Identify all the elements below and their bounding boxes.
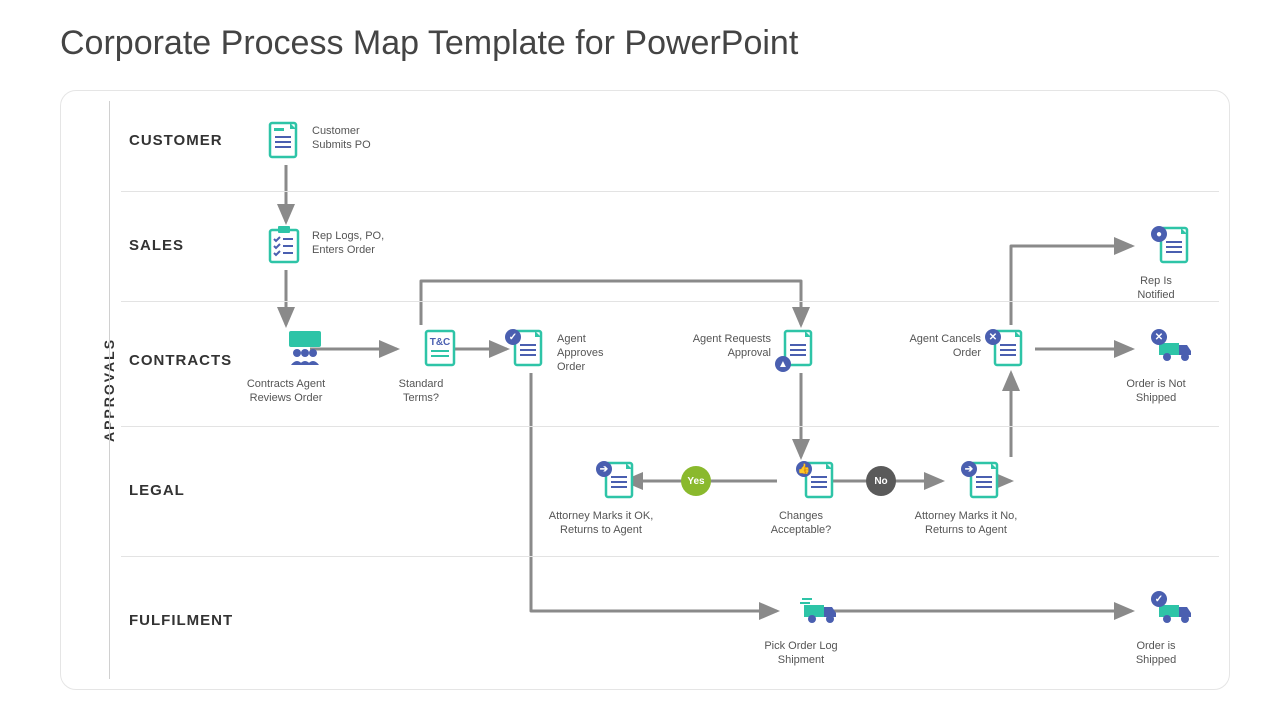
lane-separator [121,191,1219,192]
node-customer_po: CustomerSubmits PO [264,119,304,166]
node-agent_approves: ✓AgentApprovesOrder [509,327,549,374]
svg-text:T&C: T&C [430,337,451,348]
lane-label-fulfilment: FULFILMENT [129,612,233,629]
node-label: Agent RequestsApproval [671,333,771,361]
node-label: Attorney Marks it No,Returns to Agent [906,510,1026,538]
node-rep_logs: Rep Logs, PO,Enters Order [264,224,304,271]
node-attorney_ok: ➔Attorney Marks it OK,Returns to Agent [579,459,661,538]
truck_x-icon: ✕ [1155,327,1195,374]
lane-label-legal: LEGAL [129,482,185,499]
lane-label-contracts: CONTRACTS [129,352,232,369]
node-contracts_review: Contracts AgentReviews Order [264,327,346,406]
node-agent_requests: ▲Agent RequestsApproval [779,327,819,374]
mini-badge: ➔ [596,461,612,477]
lane-separator [121,426,1219,427]
doc_thumb-icon: 👍 [800,459,840,506]
node-not_shipped: ✕Order is NotShipped [1134,327,1216,406]
checklist-icon [264,224,304,271]
node-label: CustomerSubmits PO [312,125,402,153]
no-badge: No [866,466,896,496]
node-label: AgentApprovesOrder [557,333,647,374]
mini-badge: ✓ [505,329,521,345]
node-standard_terms: T&CStandardTerms? [399,327,481,406]
node-label: Agent CancelsOrder [881,333,981,361]
mini-badge: ▲ [775,356,791,372]
lane-label-sales: SALES [129,237,184,254]
node-rep_notified: ●Rep IsNotified [1134,224,1216,303]
doc-icon [264,119,304,166]
doc_left-icon: ➔ [965,459,1005,506]
tc-icon: T&C [420,327,460,374]
node-label: ChangesAcceptable? [741,510,861,538]
doc_check-icon: ✓ [509,327,549,374]
mini-badge: ● [1151,226,1167,242]
yes-badge: Yes [681,466,711,496]
node-label: Contracts AgentReviews Order [226,378,346,406]
node-attorney_no: ➔Attorney Marks it No,Returns to Agent [944,459,1026,538]
page-title: Corporate Process Map Template for Power… [60,24,798,63]
node-changes_accept: 👍ChangesAcceptable? [779,459,861,538]
node-agent_cancels: ✕Agent CancelsOrder [989,327,1029,374]
node-label: Rep Logs, PO,Enters Order [312,230,402,258]
people-icon [285,327,325,374]
mini-badge: ✕ [985,329,1001,345]
vertical-divider [109,101,110,679]
node-label: StandardTerms? [361,378,481,406]
lane-separator [121,556,1219,557]
truck-icon [800,589,840,636]
swimlane-frame: APPROVALS CUSTOMERSALESCONTRACTSLEGALFUL… [60,90,1230,690]
doc_x-icon: ✕ [989,327,1029,374]
node-label: Order is NotShipped [1096,378,1216,406]
node-label: Attorney Marks it OK,Returns to Agent [541,510,661,538]
node-shipped: ✓Order isShipped [1134,589,1216,668]
mini-badge: ✓ [1151,591,1167,607]
doc_right-icon: ➔ [600,459,640,506]
mini-badge: ➔ [961,461,977,477]
truck_check-icon: ✓ [1155,589,1195,636]
node-label: Order isShipped [1096,640,1216,668]
mini-badge: ✕ [1151,329,1167,345]
node-pick_order: Pick Order LogShipment [779,589,861,668]
mini-badge: 👍 [796,461,812,477]
node-label: Pick Order LogShipment [741,640,861,668]
doc_bell-icon: ● [1155,224,1195,271]
lane-label-customer: CUSTOMER [129,132,223,149]
node-label: Rep IsNotified [1096,275,1216,303]
doc_up-icon: ▲ [779,327,819,374]
lane-separator [121,301,1219,302]
